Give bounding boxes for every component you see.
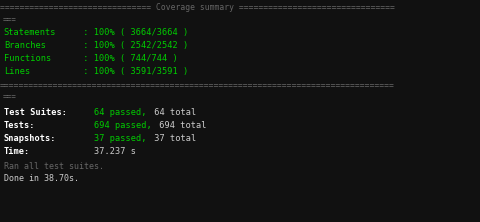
Text: Snapshots:: Snapshots: (4, 134, 56, 143)
Text: Lines: Lines (4, 67, 30, 76)
Text: Tests:: Tests: (4, 121, 36, 130)
Text: : 100% ( 3664/3664 ): : 100% ( 3664/3664 ) (78, 28, 189, 37)
Text: : 100% ( 2542/2542 ): : 100% ( 2542/2542 ) (78, 41, 189, 50)
Text: =============================== Coverage summary ===============================: =============================== Coverage… (0, 3, 395, 12)
Text: 37.237 s: 37.237 s (94, 147, 136, 156)
Text: 64 passed,: 64 passed, (94, 108, 146, 117)
Text: Time:: Time: (4, 147, 30, 156)
Text: : 100% ( 744/744 ): : 100% ( 744/744 ) (78, 54, 178, 63)
Text: Branches: Branches (4, 41, 46, 50)
Text: 694 passed,: 694 passed, (94, 121, 151, 130)
Text: 694 total: 694 total (155, 121, 207, 130)
Text: Ran all test suites.: Ran all test suites. (4, 162, 104, 171)
Text: 37 passed,: 37 passed, (94, 134, 146, 143)
Text: 64 total: 64 total (149, 108, 196, 117)
Text: ===: === (2, 16, 16, 24)
Text: Functions: Functions (4, 54, 51, 63)
Text: Test Suites:: Test Suites: (4, 108, 67, 117)
Text: 37 total: 37 total (149, 134, 196, 143)
Text: ================================================================================: ========================================… (0, 81, 395, 90)
Text: : 100% ( 3591/3591 ): : 100% ( 3591/3591 ) (78, 67, 189, 76)
Text: Done in 38.70s.: Done in 38.70s. (4, 174, 79, 183)
Text: ===: === (2, 92, 16, 101)
Text: Statements: Statements (4, 28, 56, 37)
